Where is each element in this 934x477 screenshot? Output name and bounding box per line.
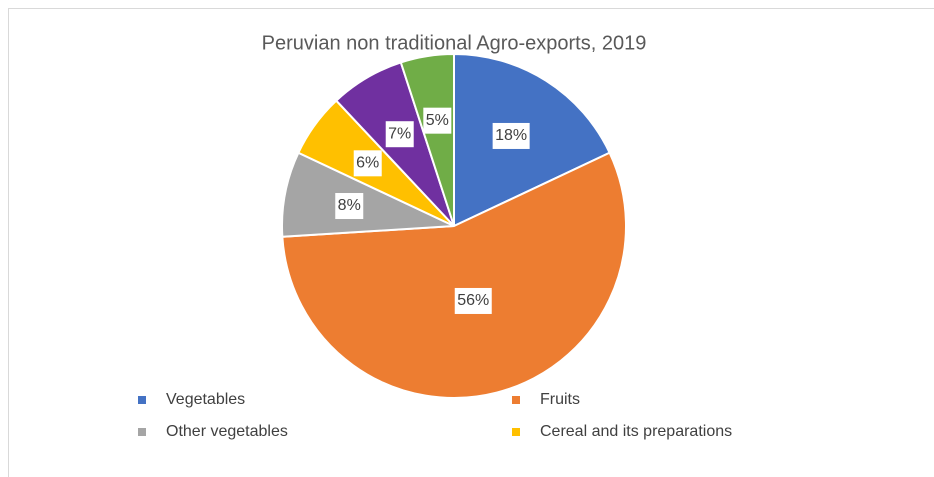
legend-label: Other vegetables (166, 423, 288, 440)
data-label-box (385, 121, 414, 148)
data-label-text: 6% (356, 155, 379, 172)
data-label: 18% (492, 122, 530, 149)
data-label-box (335, 193, 364, 220)
data-label-box (492, 122, 530, 149)
data-label-text: 8% (338, 197, 361, 214)
data-label: 56% (454, 287, 492, 314)
legend-marker (512, 428, 520, 436)
data-label: 6% (353, 150, 382, 177)
pie-slice (453, 52, 611, 228)
legend-marker (138, 428, 146, 436)
data-label: 7% (385, 121, 414, 148)
data-label-box (423, 107, 452, 134)
data-label-box (454, 287, 492, 314)
data-label-box (353, 150, 382, 177)
data-label-text: 56% (457, 292, 489, 309)
legend-label: Vegetables (166, 391, 245, 408)
data-label-text: 7% (388, 125, 411, 142)
chart-title: Peruvian non traditional Agro-exports, 2… (262, 32, 647, 54)
legend-label: Fruits (540, 391, 580, 408)
pie-slice (399, 52, 455, 227)
pie-slice (281, 151, 627, 399)
data-label-text: 5% (426, 112, 449, 129)
legend-marker (138, 396, 146, 404)
data-label: 5% (423, 107, 452, 134)
legend-label: Cereal and its preparations (540, 423, 732, 440)
legend-marker (512, 396, 520, 404)
data-label: 8% (335, 193, 364, 220)
data-label-text: 18% (495, 127, 527, 144)
